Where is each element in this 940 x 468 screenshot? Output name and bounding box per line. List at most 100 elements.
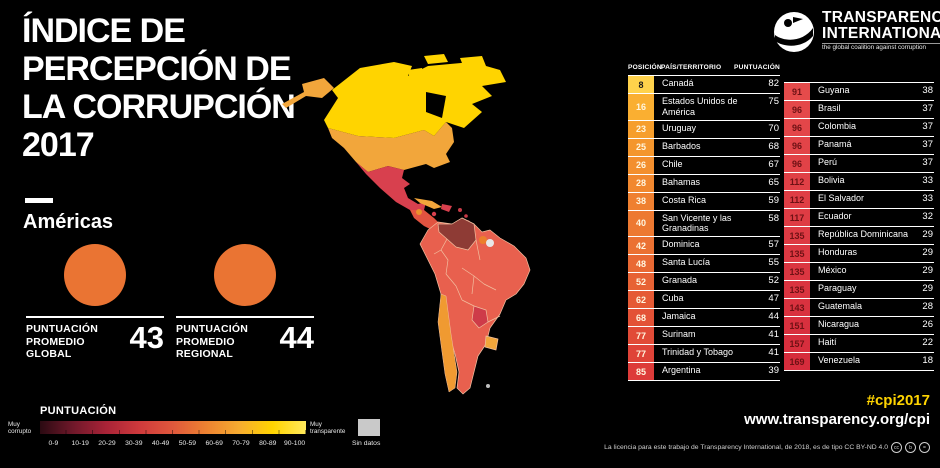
legend-tick-label: 50-59 [178,440,197,447]
map-venezuela [437,217,477,251]
rank-cell: 16 [628,94,654,120]
table-row: 96 Brasil 37 [784,101,934,119]
regional-average-block: PUNTUACIÓN PROMEDIO REGIONAL 44 [176,244,314,361]
map-arctic-island [424,54,448,64]
legend-tick-label: 90-100 [283,440,306,447]
score-cell: 29 [922,283,933,294]
score-cell: 18 [922,355,933,366]
country-cell: Jamaica [662,311,696,322]
score-cell: 82 [768,78,779,89]
country-cell: Santa Lucía [662,257,711,268]
score-cell: 37 [922,139,933,150]
country-cell: Brasil [818,103,841,113]
rank-cell: 28 [628,174,654,192]
table-header: POSICIÓN PAÍS/TERRITORIO PUNTUACIÓN [628,64,780,75]
cc-nd-icon: = [919,442,930,453]
transparency-international-logo: TRANSPARENCY INTERNATIONAL the global co… [772,10,940,54]
rank-cell: 135 [784,245,810,262]
license-text: La licencia para este trabajo de Transpa… [604,444,888,451]
americas-choropleth-map [282,54,531,395]
score-cell: 70 [768,122,779,134]
global-average-circle [64,244,126,306]
country-cell: Panamá [818,139,852,149]
campaign-hashtag: #cpi2017 [866,392,930,409]
country-cell: Granada [662,275,698,286]
score-cell: 44 [768,311,779,323]
map-hispaniola [441,204,452,212]
header-position: POSICIÓN [628,64,662,71]
country-cell: Ecuador [818,211,852,221]
country-cell: San Vicente y las Granadinas [662,212,732,234]
table-row: 68 Jamaica 44 [628,309,780,328]
score-cell: 29 [922,229,933,240]
map-paraguay [471,305,489,329]
divider [176,316,314,318]
country-cell: Argentina [662,365,701,376]
country-cell: República Dominicana [818,229,909,239]
score-cell: 41 [768,329,779,341]
map-cuba [414,198,442,209]
score-cell: 29 [922,265,933,276]
table-row: 77 Surinam 41 [628,327,780,346]
map-arctic-island [460,56,486,68]
score-cell: 37 [922,121,933,132]
rank-cell: 151 [784,317,810,334]
map-suriname [479,236,487,244]
divider [26,316,164,318]
map-belize [416,209,422,215]
country-cell: Bolivia [818,175,845,185]
table-row: 135 Honduras 29 [784,245,934,263]
score-cell: 52 [768,275,779,287]
ranking-table-left: POSICIÓN PAÍS/TERRITORIO PUNTUACIÓN 8 Can… [628,64,780,382]
map-uruguay [484,335,499,351]
rank-cell: 42 [628,237,654,255]
rank-cell: 143 [784,299,810,316]
score-gradient-bar [40,421,306,434]
rank-cell: 77 [628,327,654,345]
table-row: 96 Colombia 37 [784,119,934,137]
rank-cell: 96 [784,155,810,172]
score-cell: 33 [922,193,933,204]
region-subtitle: Américas [23,211,114,233]
map-arctic-island [408,68,424,80]
legend-tick-label: 40-49 [151,440,170,447]
country-cell: Estados Unidos de América [662,96,738,117]
country-cell: Paraguay [818,283,857,293]
rank-cell: 68 [628,309,654,327]
license-line: La licencia para este trabajo de Transpa… [604,442,930,453]
map-french-guiana [486,239,494,247]
table-row: 77 Trinidad y Tobago 41 [628,345,780,364]
ranking-table-right: 91 Guyana 38 96 Brasil 37 96 Colombia 37 96 Panamá… [784,82,934,371]
table-row: 169 Venezuela 18 [784,353,934,371]
legend-tick-label: 80-89 [259,440,277,447]
regional-average-circle [214,244,276,306]
country-cell: Uruguay [662,122,697,133]
table-row: 8 Canadá 82 [628,76,780,94]
score-cell: 67 [768,158,779,170]
rank-cell: 135 [784,227,810,244]
rank-cell: 77 [628,345,654,363]
legend-tick-label: 20-29 [98,440,116,447]
legend-tick-label: 10-19 [71,440,89,447]
table-row: 48 Santa Lucía 55 [628,255,780,274]
map-usa [328,122,454,172]
country-cell: Surinam [662,329,696,340]
global-average-value: 43 [129,320,164,355]
no-data-label: Sin datos [352,440,381,447]
country-cell: Costa Rica [662,194,707,205]
table-row: 112 El Salvador 33 [784,191,934,209]
score-cell: 39 [768,365,779,377]
rank-cell: 157 [784,335,810,352]
rank-cell: 40 [628,210,654,237]
score-cell: 55 [768,257,779,269]
rank-cell: 62 [628,291,654,309]
country-cell: Chile [662,158,683,169]
logo-tagline: the global coalition against corruption [822,43,940,51]
table-row: 91 Guyana 38 [784,83,934,101]
country-cell: Perú [818,157,838,167]
legend-tick-label: 0-9 [48,440,59,447]
rank-cell: 23 [628,120,654,138]
score-cell: 37 [922,103,933,114]
rank-cell: 8 [628,76,654,93]
rank-cell: 96 [784,137,810,154]
